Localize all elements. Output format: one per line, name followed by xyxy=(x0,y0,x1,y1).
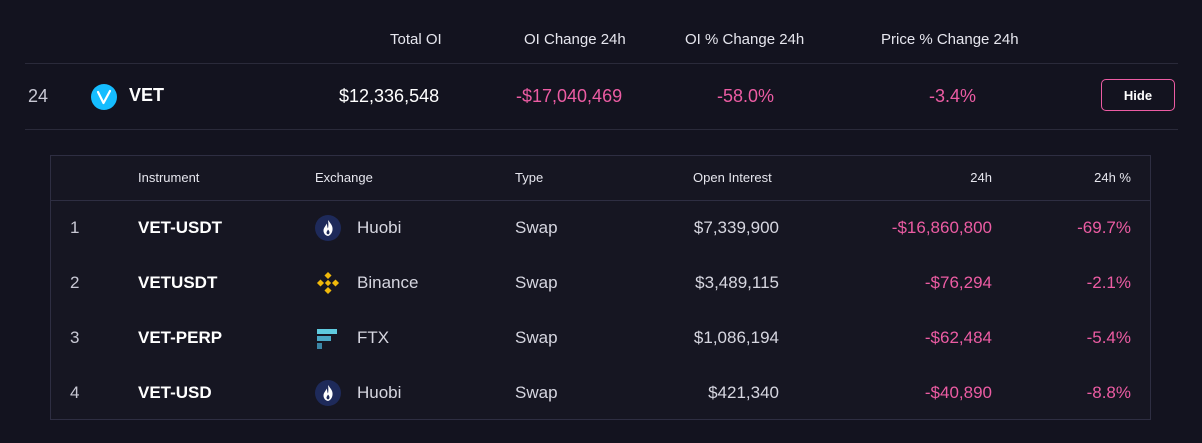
open-interest: $421,340 xyxy=(708,383,779,402)
col-open-interest[interactable]: Open Interest xyxy=(693,170,772,185)
instrument-type: Swap xyxy=(515,273,558,292)
col-type[interactable]: Type xyxy=(515,170,544,185)
col-exchange[interactable]: Exchange xyxy=(315,170,373,185)
exchange-name: Binance xyxy=(357,273,419,292)
coin-oi-pct-change-24h: -58.0% xyxy=(717,86,775,106)
col-24h-pct[interactable]: 24h % xyxy=(1094,170,1131,185)
row-index: 1 xyxy=(70,218,80,237)
instrument-name[interactable]: VET-PERP xyxy=(138,328,223,347)
coin-oi-change-24h: -$17,040,469 xyxy=(516,86,623,106)
instruments-panel xyxy=(50,155,1151,420)
header-oi-pct-change-24h[interactable]: OI % Change 24h xyxy=(685,31,805,48)
exchange-name: Huobi xyxy=(357,383,402,402)
change-24h: -$40,890 xyxy=(924,383,992,402)
col-24h[interactable]: 24h xyxy=(970,170,992,185)
row-index: 3 xyxy=(70,328,80,347)
coin-rank: 24 xyxy=(28,86,49,106)
open-interest: $3,489,115 xyxy=(695,273,779,292)
col-instrument[interactable]: Instrument xyxy=(138,170,200,185)
vechain-icon xyxy=(91,84,117,110)
huobi-icon xyxy=(315,380,341,406)
exchange-name: Huobi xyxy=(357,218,402,237)
change-24h-pct: -5.4% xyxy=(1086,328,1131,347)
header-oi-change-24h[interactable]: OI Change 24h xyxy=(524,31,626,48)
instrument-type: Swap xyxy=(515,383,558,402)
coin-symbol[interactable]: VET xyxy=(129,85,165,105)
change-24h-pct: -2.1% xyxy=(1086,273,1131,292)
change-24h-pct: -69.7% xyxy=(1077,218,1131,237)
row-index: 2 xyxy=(70,273,80,292)
divider xyxy=(51,200,1150,201)
huobi-icon xyxy=(315,215,341,241)
instrument-type: Swap xyxy=(515,218,558,237)
instrument-name[interactable]: VETUSDT xyxy=(138,273,218,292)
open-interest: $7,339,900 xyxy=(693,218,779,237)
binance-icon xyxy=(316,271,340,295)
row-index: 4 xyxy=(70,383,80,402)
exchange-name: FTX xyxy=(357,328,390,347)
change-24h: -$62,484 xyxy=(924,328,992,347)
instrument-name[interactable]: VET-USD xyxy=(138,383,212,402)
divider xyxy=(25,129,1178,130)
header-price-pct-change-24h[interactable]: Price % Change 24h xyxy=(881,31,1019,48)
change-24h: -$16,860,800 xyxy=(891,218,992,237)
change-24h: -$76,294 xyxy=(924,273,992,292)
open-interest: $1,086,194 xyxy=(693,328,779,347)
header-total-oi[interactable]: Total OI xyxy=(390,31,442,48)
ftx-icon xyxy=(317,329,337,349)
instrument-name[interactable]: VET-USDT xyxy=(138,218,223,237)
hide-button[interactable]: Hide xyxy=(1101,79,1175,111)
coin-price-pct-change-24h: -3.4% xyxy=(929,86,977,106)
coin-total-oi: $12,336,548 xyxy=(339,86,440,106)
instrument-type: Swap xyxy=(515,328,558,347)
divider xyxy=(25,63,1178,64)
change-24h-pct: -8.8% xyxy=(1086,383,1131,402)
